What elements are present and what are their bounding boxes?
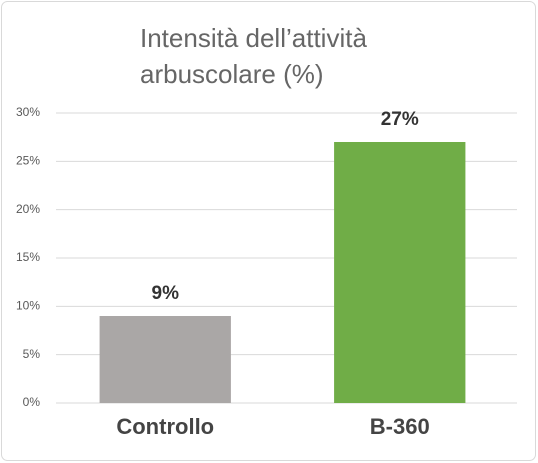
y-tick-label: 0%	[23, 395, 41, 409]
y-tick-label: 20%	[16, 202, 40, 216]
y-tick-label: 25%	[16, 154, 40, 168]
data-label: 27%	[381, 109, 419, 130]
x-tick-label: Controllo	[116, 414, 214, 439]
chart-title: Intensità dell’attività arbuscolare (%)	[140, 23, 367, 89]
y-tick-label: 10%	[16, 299, 40, 313]
y-tick-label: 5%	[23, 347, 41, 361]
bar	[334, 142, 466, 403]
y-tick-label: 15%	[16, 250, 40, 264]
x-tick-label: B-360	[370, 414, 430, 439]
y-tick-label: 30%	[16, 105, 40, 119]
data-label: 9%	[152, 283, 180, 304]
bar	[99, 316, 231, 403]
